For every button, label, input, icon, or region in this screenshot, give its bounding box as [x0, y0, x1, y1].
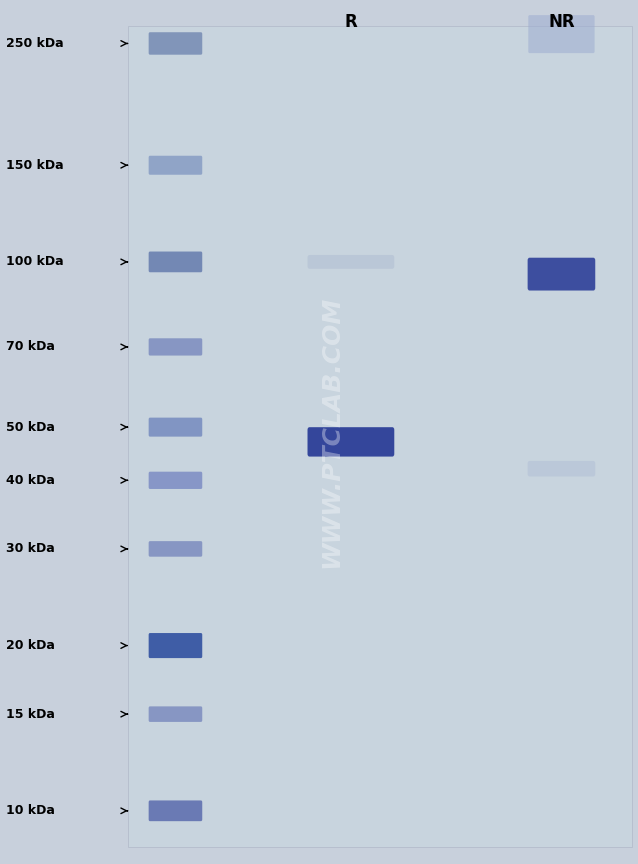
- Text: 30 kDa: 30 kDa: [6, 543, 55, 556]
- FancyBboxPatch shape: [149, 472, 202, 489]
- Text: 50 kDa: 50 kDa: [6, 421, 56, 434]
- Text: 150 kDa: 150 kDa: [6, 159, 64, 172]
- FancyBboxPatch shape: [528, 461, 595, 476]
- FancyBboxPatch shape: [308, 255, 394, 269]
- FancyBboxPatch shape: [149, 707, 202, 722]
- FancyBboxPatch shape: [528, 257, 595, 290]
- FancyBboxPatch shape: [308, 427, 394, 456]
- FancyBboxPatch shape: [149, 417, 202, 436]
- Text: 40 kDa: 40 kDa: [6, 473, 56, 486]
- FancyBboxPatch shape: [149, 32, 202, 54]
- Text: 15 kDa: 15 kDa: [6, 708, 56, 721]
- Text: WWW.PTCLAB.COM: WWW.PTCLAB.COM: [320, 295, 344, 569]
- Text: 250 kDa: 250 kDa: [6, 37, 64, 50]
- FancyBboxPatch shape: [149, 339, 202, 356]
- Text: NR: NR: [548, 13, 575, 30]
- FancyBboxPatch shape: [149, 251, 202, 272]
- FancyBboxPatch shape: [149, 800, 202, 821]
- Text: 20 kDa: 20 kDa: [6, 639, 56, 652]
- FancyBboxPatch shape: [128, 26, 632, 847]
- Text: R: R: [345, 13, 357, 30]
- FancyBboxPatch shape: [149, 156, 202, 175]
- FancyBboxPatch shape: [528, 15, 595, 53]
- Text: 100 kDa: 100 kDa: [6, 256, 64, 269]
- Text: 10 kDa: 10 kDa: [6, 804, 56, 817]
- FancyBboxPatch shape: [149, 633, 202, 658]
- Text: 70 kDa: 70 kDa: [6, 340, 56, 353]
- FancyBboxPatch shape: [149, 541, 202, 556]
